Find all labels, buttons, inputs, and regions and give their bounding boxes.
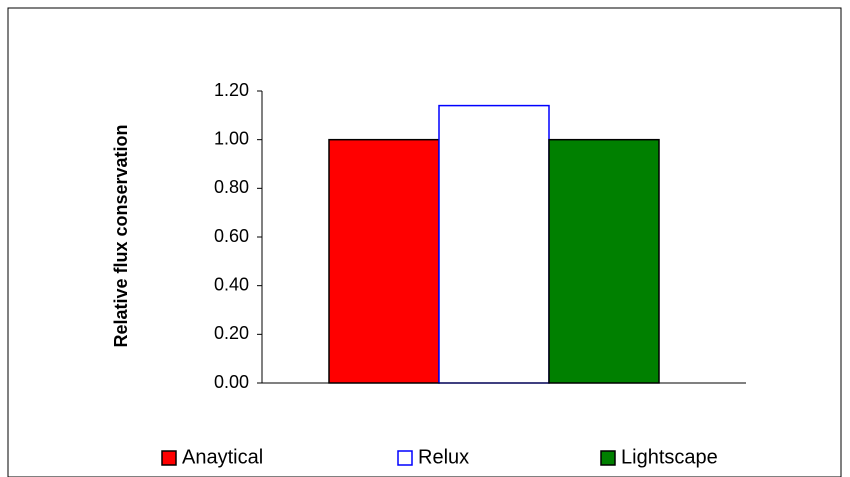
y-tick-label: 0.00 xyxy=(214,372,249,392)
y-axis-label: Relative flux conservation xyxy=(111,124,131,347)
legend-swatch-relux xyxy=(397,450,413,466)
legend-label-relux: Relux xyxy=(418,446,469,468)
y-tick-label: 0.60 xyxy=(214,226,249,246)
legend-swatch-anaytical xyxy=(161,450,177,466)
legend: Anaytical Relux Lightscape xyxy=(161,446,718,468)
bar-relux xyxy=(438,104,550,384)
legend-label-lightscape: Lightscape xyxy=(621,446,718,468)
y-tick-label: 1.00 xyxy=(214,128,249,148)
y-tick-label: 0.40 xyxy=(214,274,249,294)
legend-label-anaytical: Anaytical xyxy=(182,446,263,468)
y-tick-label: 0.80 xyxy=(214,177,249,197)
y-tick-label: 1.20 xyxy=(214,80,249,100)
legend-swatch-lightscape xyxy=(600,450,616,466)
bar-lightscape xyxy=(548,138,660,384)
plot-area: 0.00 0.20 0.40 0.60 0.80 1.00 1.20 xyxy=(214,80,746,392)
bar-anaytical xyxy=(328,138,440,384)
y-tick-label: 0.20 xyxy=(214,323,249,343)
